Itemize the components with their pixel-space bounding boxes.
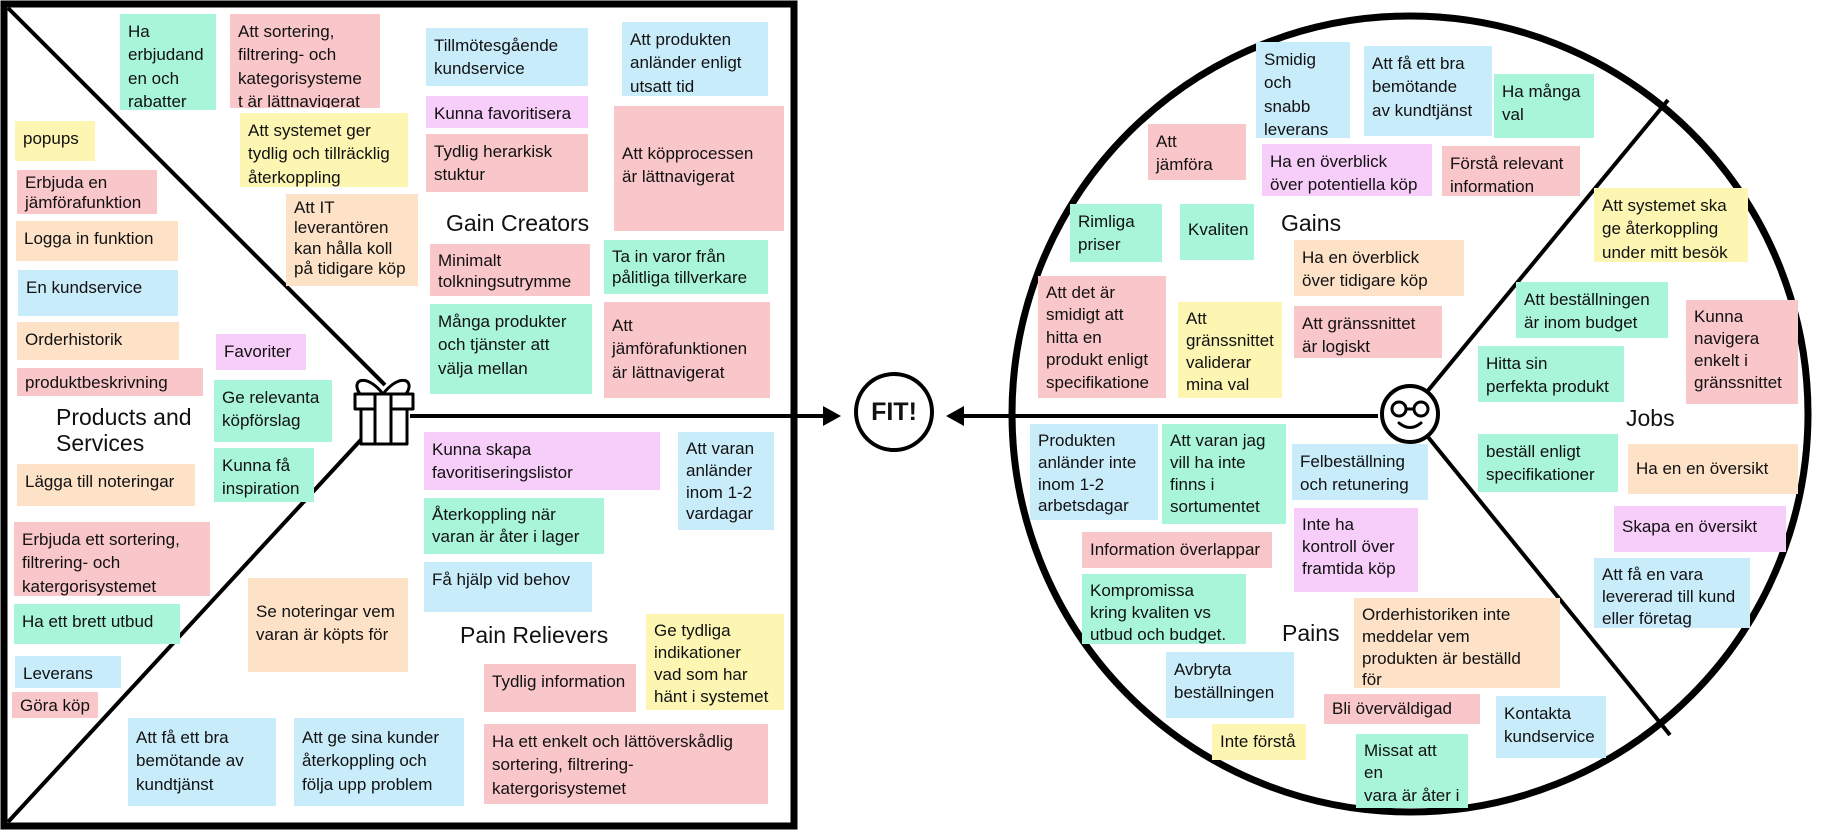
value-map-note: Att IT leverantören kan hålla koll på ti… bbox=[286, 194, 418, 286]
value-map-note: Ta in varor från pålitliga tillverkare bbox=[604, 240, 768, 294]
jobs-label: Jobs bbox=[1626, 405, 1675, 431]
value-map-note: Att sortering, filtrering- och kategoris… bbox=[230, 14, 380, 108]
value-map-divider-top bbox=[6, 6, 387, 387]
customer-profile-note: Kontakta kundservice bbox=[1496, 696, 1606, 758]
fit-circle bbox=[854, 372, 934, 452]
value-map-note: Tydlig information bbox=[484, 664, 636, 712]
gain-creators-label: Gain Creators bbox=[446, 210, 590, 236]
customer-profile-note: Avbryta beställningen bbox=[1166, 652, 1294, 718]
customer-divider-bottom bbox=[1426, 435, 1672, 737]
customer-profile-note: Att beställningen är inom budget bbox=[1516, 282, 1668, 338]
value-map-note: Göra köp bbox=[12, 692, 98, 718]
value-map-note: Många produkter och tjänster att välja m… bbox=[430, 304, 592, 394]
customer-profile-note: Hitta sin perfekta produkt bbox=[1478, 346, 1624, 402]
customer-profile-note: Ha en överblick över tidigare köp bbox=[1294, 240, 1464, 296]
gift-icon bbox=[353, 379, 415, 446]
customer-profile-note: Kunna navigera enkelt i gränssnittet bbox=[1686, 300, 1798, 404]
pain-relievers-label: Pain Relievers bbox=[460, 622, 609, 648]
value-map-note: Få hjälp vid behov bbox=[424, 562, 592, 612]
customer-profile-note: Produkten anländer inte inom 1-2 arbetsd… bbox=[1030, 424, 1158, 520]
value-map-note: Se noteringar vem varan är köpts för bbox=[248, 578, 408, 672]
value-map-note: Ha ett enkelt och lättöverskådlig sorter… bbox=[484, 724, 768, 804]
value-map-note: Erbjuda ett sortering, filtrering- och k… bbox=[14, 522, 210, 596]
customer-profile-note: Rimliga priser bbox=[1070, 204, 1162, 262]
value-map-note: Att få ett bra bemötande av kundtjänst bbox=[128, 718, 276, 806]
customer-profile-note: Att varan jag vill ha inte finns i sortu… bbox=[1162, 424, 1286, 524]
value-map-note: En kundservice bbox=[18, 270, 178, 316]
customer-divider-top bbox=[1424, 98, 1670, 395]
value-map-note: Att varan anländer inom 1-2 vardagar bbox=[678, 432, 774, 530]
pains-label: Pains bbox=[1282, 620, 1340, 646]
customer-profile-note: Skapa en översikt bbox=[1614, 506, 1786, 552]
value-map-note: Logga in funktion bbox=[16, 221, 178, 261]
customer-profile-note: Att gränssnittet validerar mina val bbox=[1178, 302, 1282, 398]
customer-profile-note: Att få ett bra bemötande av kundtjänst bbox=[1364, 46, 1492, 136]
value-map-note: Ha erbjudand en och rabatter bbox=[120, 14, 216, 110]
customer-profile-note: Att gränssnittet är logiskt bbox=[1294, 306, 1442, 358]
customer-profile-note: Orderhistoriken inte meddelar vem produk… bbox=[1354, 598, 1560, 688]
smiley-with-glasses-icon bbox=[1380, 384, 1440, 444]
customer-fit-arrowhead bbox=[946, 406, 964, 426]
value-map-note: Ge relevanta köpförslag bbox=[214, 380, 332, 442]
customer-profile-note: Ha en överblick över potentiella köp bbox=[1262, 144, 1432, 196]
customer-profile-note: Felbeställning och retunering bbox=[1292, 444, 1428, 500]
value-map-note: Lägga till noteringar bbox=[17, 464, 195, 506]
value-map-note: Återkoppling när varan är åter i lager bbox=[424, 498, 604, 554]
fit-label: FIT! bbox=[871, 398, 917, 426]
value-map-note: Minimalt tolkningsutrymme bbox=[430, 244, 590, 296]
customer-profile-circle bbox=[1008, 12, 1812, 816]
value-map-note: Ha ett brett utbud bbox=[14, 604, 180, 644]
value-map-note: Tydlig herarkisk stuktur bbox=[426, 134, 588, 192]
value-map-note: Kunna favoritisera bbox=[426, 96, 588, 128]
value-map-note: Tillmötesgående kundservice bbox=[426, 28, 588, 86]
customer-profile-note: Ha en en översikt bbox=[1628, 444, 1798, 494]
value-map-note: Kunna skapa favoritiseringslistor bbox=[424, 432, 660, 490]
customer-profile-note: beställ enligt specifikationer bbox=[1478, 434, 1618, 492]
customer-profile-note: Missat att en vara är åter i lager bbox=[1356, 734, 1468, 808]
customer-profile-note: Att det är smidigt att hitta en produkt … bbox=[1038, 276, 1166, 398]
value-map-note: Erbjuda en jämförafunktion bbox=[17, 170, 157, 214]
value-map-note: Att ge sina kunder återkoppling och följ… bbox=[294, 718, 464, 806]
customer-profile-note: Ha många val bbox=[1494, 74, 1594, 138]
gains-label: Gains bbox=[1281, 210, 1342, 236]
value-map-note: Att köpprocessen är lättnavigerat bbox=[614, 106, 784, 231]
customer-profile-note: Att systemet ska ge återkoppling under m… bbox=[1594, 188, 1748, 262]
value-map-note: produktbeskrivning bbox=[17, 368, 203, 396]
customer-profile-note: Inte ha kontroll över framtida köp bbox=[1294, 508, 1418, 592]
customer-profile-note: Att få en vara levererad till kund eller… bbox=[1594, 558, 1750, 628]
customer-profile-note: Förstå relevant information bbox=[1442, 146, 1580, 196]
customer-profile-note: Information överlappar bbox=[1082, 532, 1272, 568]
customer-profile-note: Bli överväldigad bbox=[1324, 694, 1480, 724]
customer-profile-note: Kompromissa kring kvaliten vs utbud och … bbox=[1082, 574, 1246, 644]
value-map-note: Ge tydliga indikationer vad som har hänt… bbox=[646, 614, 784, 710]
customer-profile-note: Att jämföra varor bbox=[1148, 124, 1246, 180]
value-map-note: Att jämförafunktionen är lättnavigerat bbox=[604, 302, 770, 398]
products-and-services-label: Products and Services bbox=[56, 404, 192, 457]
value-map-note: Favoriter bbox=[216, 334, 306, 370]
value-map-note: Leverans bbox=[15, 656, 121, 688]
value-map-note: popups bbox=[15, 121, 95, 161]
value-map-note: Orderhistorik bbox=[17, 322, 179, 360]
value-map-note: Kunna få inspiration bbox=[214, 448, 314, 502]
customer-profile-note: Kvaliten bbox=[1180, 204, 1254, 260]
customer-profile-note: Inte förstå bbox=[1212, 724, 1306, 760]
value-map-note: Att produkten anländer enligt utsatt tid bbox=[622, 22, 768, 96]
customer-profile-note: Smidig och snabb leverans bbox=[1256, 42, 1350, 138]
value-map-fit-arrowhead bbox=[823, 406, 841, 426]
value-map-note: Att systemet ger tydlig och tillräcklig … bbox=[240, 113, 408, 187]
